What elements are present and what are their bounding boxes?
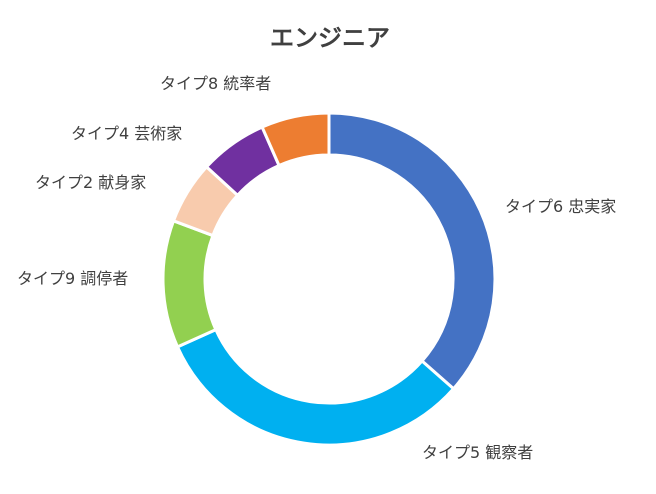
slice-2	[175, 327, 456, 447]
slice-label-2: タイプ5 観察者	[422, 443, 533, 462]
slice-label-4: タイプ2 献身家	[35, 173, 146, 192]
slice-label-6: タイプ8 統率者	[160, 74, 271, 93]
slice-label-1: タイプ6 忠実家	[505, 197, 616, 216]
slices-group	[161, 111, 497, 447]
slice-label-3: タイプ9 調停者	[17, 269, 128, 288]
chart-title: エンジニア	[270, 24, 390, 52]
slice-label-5: タイプ4 芸術家	[71, 124, 182, 143]
slice-1	[327, 111, 497, 391]
slice-6	[260, 111, 331, 168]
slice-3	[161, 218, 218, 349]
